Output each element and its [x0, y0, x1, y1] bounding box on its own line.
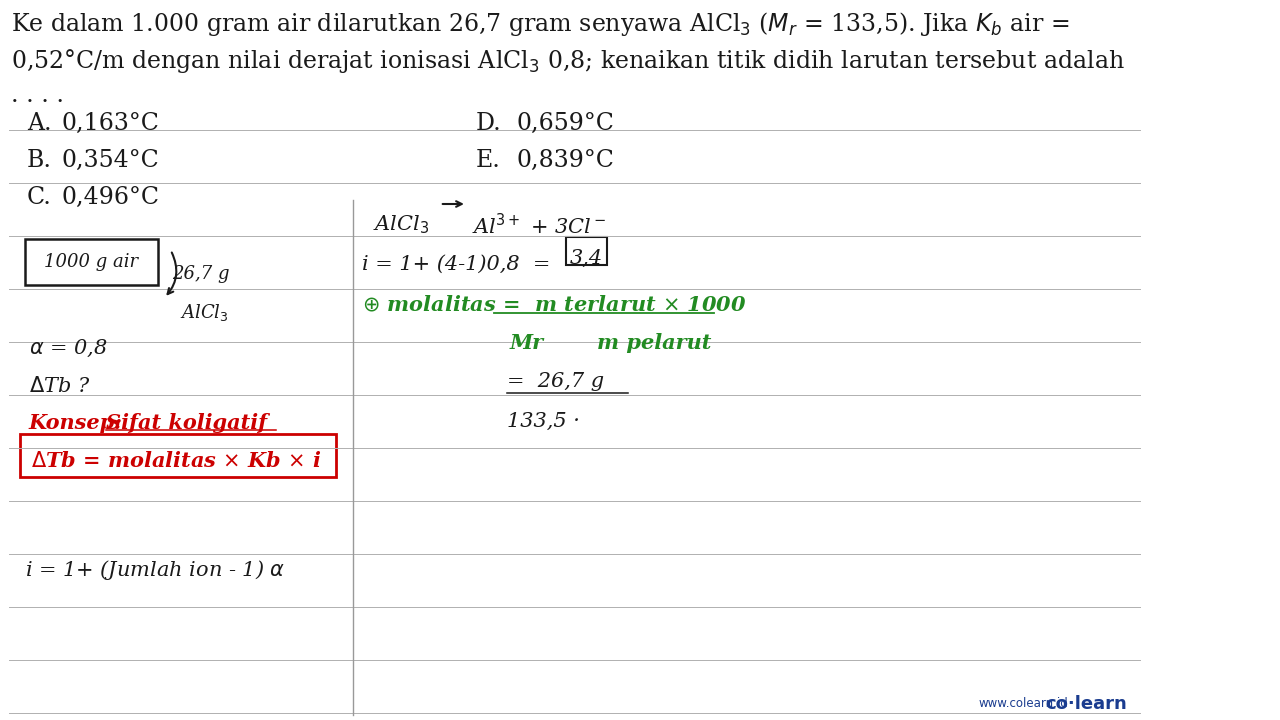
Text: =  26,7 g: = 26,7 g: [507, 372, 604, 391]
Text: Mr: Mr: [509, 333, 544, 353]
Text: www.colearn.id: www.colearn.id: [978, 697, 1069, 710]
Text: Konsep:: Konsep:: [28, 413, 123, 433]
Text: i = 1+ (Jumlah ion - 1) $\alpha$: i = 1+ (Jumlah ion - 1) $\alpha$: [26, 558, 285, 582]
Text: 1000 g air: 1000 g air: [45, 253, 138, 271]
Text: D.: D.: [476, 112, 502, 135]
Text: Al$^{3+}$ + 3Cl$^-$: Al$^{3+}$ + 3Cl$^-$: [472, 213, 605, 238]
Text: C.: C.: [27, 186, 51, 209]
Text: E.: E.: [476, 149, 500, 172]
Text: AlCl$_3$: AlCl$_3$: [179, 302, 228, 323]
Text: AlCl$_3$: AlCl$_3$: [372, 213, 429, 235]
Text: 133,5 ·: 133,5 ·: [507, 412, 580, 431]
Text: $\oplus$ molalitas =  m terlarut $\times$ 1000: $\oplus$ molalitas = m terlarut $\times$…: [362, 295, 746, 315]
Text: 0,496°C: 0,496°C: [61, 186, 159, 209]
Text: 0,839°C: 0,839°C: [516, 149, 614, 172]
Text: A.: A.: [27, 112, 51, 135]
Text: $\Delta$Tb ?: $\Delta$Tb ?: [28, 376, 90, 396]
Text: 0,354°C: 0,354°C: [61, 149, 159, 172]
Bar: [566, 237, 607, 265]
Text: Ke dalam 1.000 gram air dilarutkan 26,7 gram senyawa AlCl$_3$ ($M_r$ = 133,5). J: Ke dalam 1.000 gram air dilarutkan 26,7 …: [10, 10, 1069, 38]
Bar: [19, 434, 335, 477]
Text: Sifat koligatif: Sifat koligatif: [106, 413, 268, 433]
Text: 0,52$\degree$C/m dengan nilai derajat ionisasi AlCl$_3$ 0,8; kenaikan titik didi: 0,52$\degree$C/m dengan nilai derajat io…: [10, 47, 1125, 75]
Text: $\Delta$Tb = molalitas $\times$ Kb $\times$ i: $\Delta$Tb = molalitas $\times$ Kb $\tim…: [31, 451, 321, 471]
Text: . . . .: . . . .: [10, 84, 64, 107]
Text: 26,7 g: 26,7 g: [173, 265, 230, 283]
Text: i = 1+ (4-1)0,8  =: i = 1+ (4-1)0,8 =: [362, 255, 550, 274]
Text: B.: B.: [27, 149, 52, 172]
Text: 0,659°C: 0,659°C: [516, 112, 614, 135]
Text: 3,4: 3,4: [570, 249, 603, 268]
Text: co·learn: co·learn: [1046, 695, 1128, 713]
Text: $\alpha$ = 0,8: $\alpha$ = 0,8: [28, 338, 108, 359]
Text: m pelarut: m pelarut: [596, 333, 712, 353]
Bar: [26, 239, 157, 285]
Text: 0,163°C: 0,163°C: [61, 112, 159, 135]
